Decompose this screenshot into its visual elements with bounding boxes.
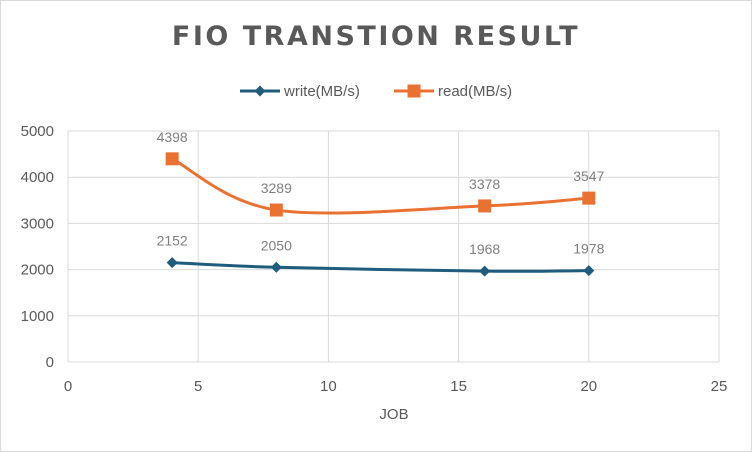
x-axis-title: JOB <box>379 406 408 423</box>
label-layer: 2152 2050 1968 1978 4398 3289 3378 3547 <box>157 129 605 257</box>
read-data-point <box>478 199 492 213</box>
write-data-label: 1978 <box>573 241 604 257</box>
legend-write-marker <box>254 85 266 97</box>
write-data-label: 2050 <box>261 237 292 253</box>
legend-write-label: write(MB/s) <box>283 83 360 100</box>
y-tick-label: 5000 <box>21 123 54 140</box>
axis-layer: 0 1000 2000 3000 4000 5000 0 5 10 15 20 25 <box>21 123 728 395</box>
y-tick-label: 1000 <box>21 308 54 325</box>
read-data-label: 3378 <box>469 176 500 192</box>
legend-read-label: read(MB/s) <box>438 83 512 100</box>
write-data-label: 2152 <box>157 233 188 249</box>
y-tick-label: 0 <box>46 354 54 371</box>
read-data-point <box>165 152 179 166</box>
y-tick-label: 3000 <box>21 215 54 232</box>
chart-title: FIO TRANSTION RESULT <box>171 21 581 52</box>
legend-layer: write(MB/s) read(MB/s) <box>240 83 512 100</box>
write-data-point <box>479 265 491 277</box>
x-tick-label: 5 <box>194 378 202 395</box>
series-layer <box>165 152 596 277</box>
write-data-point <box>166 257 178 269</box>
x-tick-label: 0 <box>64 378 72 395</box>
x-tick-label: 25 <box>711 378 728 395</box>
y-tick-label: 2000 <box>21 262 54 279</box>
write-data-point <box>583 265 595 277</box>
write-data-point <box>270 261 282 273</box>
x-tick-label: 15 <box>450 378 467 395</box>
read-data-label: 4398 <box>157 129 188 145</box>
read-data-point <box>582 191 596 205</box>
write-series-line <box>172 261 589 273</box>
legend-read-marker <box>407 84 421 98</box>
write-data-label: 1968 <box>469 241 500 257</box>
read-series-line <box>171 157 589 215</box>
y-tick-label: 4000 <box>21 169 54 186</box>
read-data-point <box>269 203 283 217</box>
x-tick-label: 20 <box>580 378 597 395</box>
read-data-label: 3289 <box>261 180 292 196</box>
x-tick-label: 10 <box>320 378 337 395</box>
read-data-label: 3547 <box>573 168 604 184</box>
